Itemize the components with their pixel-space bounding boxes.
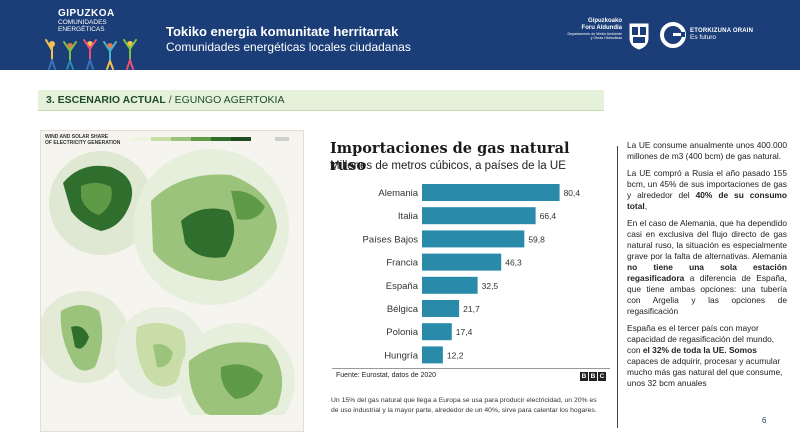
gov-dept-1: Departamento de Medio Ambiente [567, 32, 622, 36]
brand-line-1: ETORKIZUNA ORAIN [690, 28, 754, 34]
bar [422, 184, 560, 201]
chart-caption: Un 15% del gas natural que llega a Europ… [331, 397, 597, 414]
p3-text-c: a diferencia de España, que tiene ambas … [627, 273, 787, 316]
bar [422, 323, 452, 341]
map-title-line-1: WIND AND SOLAR SHARE [45, 134, 109, 140]
bar [422, 346, 443, 364]
p4-text-a: España es el tercer país con mayor capac… [627, 323, 775, 355]
wind-solar-map-infographic: WIND AND SOLAR SHARE OF ELECTRICITY GENE… [40, 130, 304, 432]
header-title: Tokiko energia komunitate herritarrak [166, 24, 399, 39]
chart-source: Fuente: Eurostat, datos de 2020 [336, 372, 437, 379]
bar-value-label: 80,4 [564, 188, 581, 198]
bar-category-label: Francia [386, 258, 418, 269]
map-title-line-2: OF ELECTRICITY GENERATION [45, 140, 121, 146]
p4-text-e: capaces de adquirir, procesar y acumular… [627, 356, 783, 388]
bar [422, 300, 460, 317]
section-title-eu: EGUNGO AGERTOKIA [174, 94, 285, 106]
p2-text-c: , [644, 201, 648, 211]
logo-title: GIPUZKOA [58, 8, 115, 19]
bar-chart-plot: Alemania 80,4 Italia 66,4 Países Bajos 59,8 Fr… [363, 184, 581, 364]
bar-value-label: 66,4 [540, 211, 557, 221]
p3-bold: no tiene una sola estación regasificador… [627, 262, 787, 283]
diputacion-text: Gipuzkoako Foru Aldundia Departamento de… [562, 18, 622, 40]
section-heading-bar: 3. ESCENARIO ACTUAL / EGUNGO AGERTOKIA [38, 90, 604, 111]
source-divider [332, 368, 610, 369]
header-bar: GIPUZKOA COMUNIDADES ENERGÉTICAS [0, 0, 800, 70]
chart-subtitle: Millones de metros cúbicos, a países de … [330, 160, 566, 172]
bar-category-label: Hungría [384, 350, 419, 361]
gov-name-2: Foru Aldundia [581, 25, 622, 31]
etorkizuna-logo-icon [660, 22, 686, 48]
paragraph-spain: España es el tercer país con mayor capac… [627, 323, 787, 389]
brand-line-2: Es futuro [690, 34, 717, 41]
people-illustration-icon [45, 39, 137, 70]
world-map-image [41, 137, 303, 431]
bbc-letter-3: C [598, 372, 606, 381]
section-title-es: 3. ESCENARIO ACTUAL [46, 94, 166, 106]
section-heading: 3. ESCENARIO ACTUAL / EGUNGO AGERTOKIA [46, 94, 284, 106]
gov-name-1: Gipuzkoako [587, 18, 622, 24]
section-separator: / [165, 94, 175, 106]
column-divider [617, 146, 618, 428]
p2-text-a: La UE compró a Rusia el año pasado 155 b… [627, 168, 787, 200]
chart-title: Importaciones de gas natural ruso [330, 140, 570, 174]
bar-category-label: Polonia [386, 327, 418, 338]
bar-category-label: Italia [398, 211, 419, 222]
etorkizuna-brand: ETORKIZUNA ORAIN Es futuro [690, 28, 753, 41]
gipuzkoa-logo: GIPUZKOA COMUNIDADES ENERGÉTICAS [58, 8, 115, 33]
bar-category-label: España [386, 281, 419, 292]
bar [422, 276, 478, 294]
p3-text-a: En el caso de Alemania, que ha dependido… [627, 218, 787, 261]
paragraph-russia-imports: La UE compró a Rusia el año pasado 155 b… [627, 168, 787, 212]
bar-value-label: 12,2 [447, 350, 464, 360]
bar-value-label: 21,7 [463, 304, 480, 314]
coat-of-arms-icon [629, 23, 649, 50]
bar-category-label: Bélgica [387, 304, 419, 315]
header-subtitle: Comunidades energéticas locales ciudadan… [166, 40, 411, 54]
bar [422, 253, 502, 271]
paragraph-germany: En el caso de Alemania, que ha dependido… [627, 218, 787, 317]
bar-value-label: 32,5 [482, 281, 499, 291]
gas-imports-chart: Importaciones de gas natural ruso Millon… [326, 136, 610, 386]
logo-sub-2: ENERGÉTICAS [58, 26, 105, 33]
p2-bold: 40% de su consumo total [627, 190, 787, 211]
p4-bold-b: Somos [728, 345, 757, 355]
map-legend [131, 137, 289, 141]
right-text-column: La UE consume anualmente unos 400.000 mi… [627, 140, 787, 395]
page-number: 6 [762, 416, 767, 425]
map-title: WIND AND SOLAR SHARE OF ELECTRICITY GENE… [45, 134, 120, 146]
bar-category-label: Países Bajos [363, 234, 419, 245]
bar-category-label: Alemania [378, 188, 418, 199]
bar-value-label: 59,8 [528, 234, 545, 244]
gov-dept-2: y Obras Hidráulicas [590, 36, 622, 41]
logo-sub-1: COMUNIDADES [58, 19, 107, 26]
bbc-letter-2: B [589, 372, 597, 381]
bar [422, 230, 525, 248]
bbc-letter-1: B [580, 372, 588, 381]
p4-bold-a: el 32% de toda la UE. [642, 345, 727, 355]
bar-value-label: 17,4 [456, 327, 473, 337]
bar-value-label: 46,3 [505, 258, 522, 268]
bar [422, 207, 536, 225]
paragraph-consumption: La UE consume anualmente unos 400.000 mi… [627, 140, 787, 161]
